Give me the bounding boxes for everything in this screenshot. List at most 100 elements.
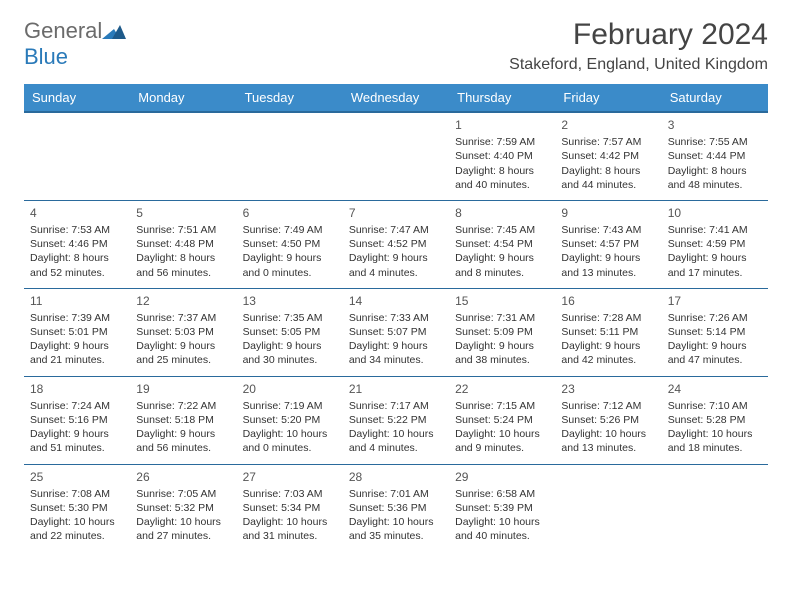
daylight1-text: Daylight: 9 hours [561, 339, 655, 353]
daylight2-text: and 13 minutes. [561, 266, 655, 280]
daylight2-text: and 22 minutes. [30, 529, 124, 543]
title-block: February 2024 Stakeford, England, United… [509, 18, 768, 74]
day-cell: 20Sunrise: 7:19 AMSunset: 5:20 PMDayligh… [237, 376, 343, 464]
daylight1-text: Daylight: 10 hours [349, 427, 443, 441]
sunset-text: Sunset: 4:40 PM [455, 149, 549, 163]
sunrise-text: Sunrise: 7:31 AM [455, 311, 549, 325]
day-number: 24 [668, 381, 762, 397]
day-number: 9 [561, 205, 655, 221]
sunrise-text: Sunrise: 7:53 AM [30, 223, 124, 237]
sunrise-text: Sunrise: 7:17 AM [349, 399, 443, 413]
day-cell: 5Sunrise: 7:51 AMSunset: 4:48 PMDaylight… [130, 200, 236, 288]
daylight1-text: Daylight: 9 hours [349, 339, 443, 353]
day-cell: 24Sunrise: 7:10 AMSunset: 5:28 PMDayligh… [662, 376, 768, 464]
day-number: 10 [668, 205, 762, 221]
sunset-text: Sunset: 5:07 PM [349, 325, 443, 339]
day-number: 12 [136, 293, 230, 309]
day-cell: 13Sunrise: 7:35 AMSunset: 5:05 PMDayligh… [237, 288, 343, 376]
day-number: 26 [136, 469, 230, 485]
day-cell: 25Sunrise: 7:08 AMSunset: 5:30 PMDayligh… [24, 464, 130, 551]
sunrise-text: Sunrise: 7:22 AM [136, 399, 230, 413]
sunset-text: Sunset: 4:52 PM [349, 237, 443, 251]
empty-cell [662, 464, 768, 551]
sunrise-text: Sunrise: 7:03 AM [243, 487, 337, 501]
day-cell: 10Sunrise: 7:41 AMSunset: 4:59 PMDayligh… [662, 200, 768, 288]
day-number: 19 [136, 381, 230, 397]
daylight2-text: and 48 minutes. [668, 178, 762, 192]
day-header-row: SundayMondayTuesdayWednesdayThursdayFrid… [24, 84, 768, 112]
daylight2-text: and 8 minutes. [455, 266, 549, 280]
day-header: Thursday [449, 84, 555, 112]
calendar-page: GeneralBlue February 2024 Stakeford, Eng… [0, 0, 792, 569]
daylight1-text: Daylight: 10 hours [243, 427, 337, 441]
day-number: 3 [668, 117, 762, 133]
empty-cell [343, 112, 449, 200]
daylight2-text: and 27 minutes. [136, 529, 230, 543]
day-cell: 29Sunrise: 6:58 AMSunset: 5:39 PMDayligh… [449, 464, 555, 551]
sunrise-text: Sunrise: 7:01 AM [349, 487, 443, 501]
day-cell: 14Sunrise: 7:33 AMSunset: 5:07 PMDayligh… [343, 288, 449, 376]
day-number: 17 [668, 293, 762, 309]
daylight2-text: and 9 minutes. [455, 441, 549, 455]
sunrise-text: Sunrise: 7:45 AM [455, 223, 549, 237]
daylight1-text: Daylight: 9 hours [455, 251, 549, 265]
sunset-text: Sunset: 5:36 PM [349, 501, 443, 515]
sunset-text: Sunset: 5:39 PM [455, 501, 549, 515]
daylight1-text: Daylight: 9 hours [136, 427, 230, 441]
daylight2-text: and 40 minutes. [455, 529, 549, 543]
day-header: Saturday [662, 84, 768, 112]
sunset-text: Sunset: 5:03 PM [136, 325, 230, 339]
calendar-row: 1Sunrise: 7:59 AMSunset: 4:40 PMDaylight… [24, 112, 768, 200]
empty-cell [130, 112, 236, 200]
sunrise-text: Sunrise: 7:37 AM [136, 311, 230, 325]
sunrise-text: Sunrise: 7:59 AM [455, 135, 549, 149]
day-number: 25 [30, 469, 124, 485]
location: Stakeford, England, United Kingdom [509, 56, 768, 74]
day-header: Wednesday [343, 84, 449, 112]
day-cell: 3Sunrise: 7:55 AMSunset: 4:44 PMDaylight… [662, 112, 768, 200]
daylight1-text: Daylight: 9 hours [243, 251, 337, 265]
sunset-text: Sunset: 5:26 PM [561, 413, 655, 427]
daylight1-text: Daylight: 10 hours [243, 515, 337, 529]
day-cell: 1Sunrise: 7:59 AMSunset: 4:40 PMDaylight… [449, 112, 555, 200]
daylight1-text: Daylight: 9 hours [349, 251, 443, 265]
day-cell: 12Sunrise: 7:37 AMSunset: 5:03 PMDayligh… [130, 288, 236, 376]
daylight2-text: and 51 minutes. [30, 441, 124, 455]
sunset-text: Sunset: 5:14 PM [668, 325, 762, 339]
sunset-text: Sunset: 4:44 PM [668, 149, 762, 163]
day-cell: 19Sunrise: 7:22 AMSunset: 5:18 PMDayligh… [130, 376, 236, 464]
daylight1-text: Daylight: 8 hours [30, 251, 124, 265]
day-number: 29 [455, 469, 549, 485]
header: GeneralBlue February 2024 Stakeford, Eng… [24, 18, 768, 74]
daylight2-text: and 25 minutes. [136, 353, 230, 367]
daylight2-text: and 30 minutes. [243, 353, 337, 367]
day-cell: 7Sunrise: 7:47 AMSunset: 4:52 PMDaylight… [343, 200, 449, 288]
daylight1-text: Daylight: 10 hours [349, 515, 443, 529]
daylight2-text: and 0 minutes. [243, 441, 337, 455]
daylight2-text: and 52 minutes. [30, 266, 124, 280]
sunrise-text: Sunrise: 7:19 AM [243, 399, 337, 413]
daylight1-text: Daylight: 10 hours [561, 427, 655, 441]
day-number: 22 [455, 381, 549, 397]
sunrise-text: Sunrise: 7:49 AM [243, 223, 337, 237]
daylight2-text: and 17 minutes. [668, 266, 762, 280]
sunrise-text: Sunrise: 7:47 AM [349, 223, 443, 237]
sunset-text: Sunset: 4:46 PM [30, 237, 124, 251]
day-header: Friday [555, 84, 661, 112]
day-cell: 26Sunrise: 7:05 AMSunset: 5:32 PMDayligh… [130, 464, 236, 551]
daylight1-text: Daylight: 10 hours [668, 427, 762, 441]
sunset-text: Sunset: 5:20 PM [243, 413, 337, 427]
day-cell: 6Sunrise: 7:49 AMSunset: 4:50 PMDaylight… [237, 200, 343, 288]
day-cell: 15Sunrise: 7:31 AMSunset: 5:09 PMDayligh… [449, 288, 555, 376]
calendar-row: 11Sunrise: 7:39 AMSunset: 5:01 PMDayligh… [24, 288, 768, 376]
day-number: 27 [243, 469, 337, 485]
daylight1-text: Daylight: 10 hours [136, 515, 230, 529]
day-cell: 23Sunrise: 7:12 AMSunset: 5:26 PMDayligh… [555, 376, 661, 464]
sunset-text: Sunset: 5:11 PM [561, 325, 655, 339]
day-cell: 8Sunrise: 7:45 AMSunset: 4:54 PMDaylight… [449, 200, 555, 288]
daylight1-text: Daylight: 8 hours [455, 164, 549, 178]
calendar-row: 18Sunrise: 7:24 AMSunset: 5:16 PMDayligh… [24, 376, 768, 464]
sunset-text: Sunset: 4:57 PM [561, 237, 655, 251]
day-number: 14 [349, 293, 443, 309]
daylight1-text: Daylight: 10 hours [30, 515, 124, 529]
